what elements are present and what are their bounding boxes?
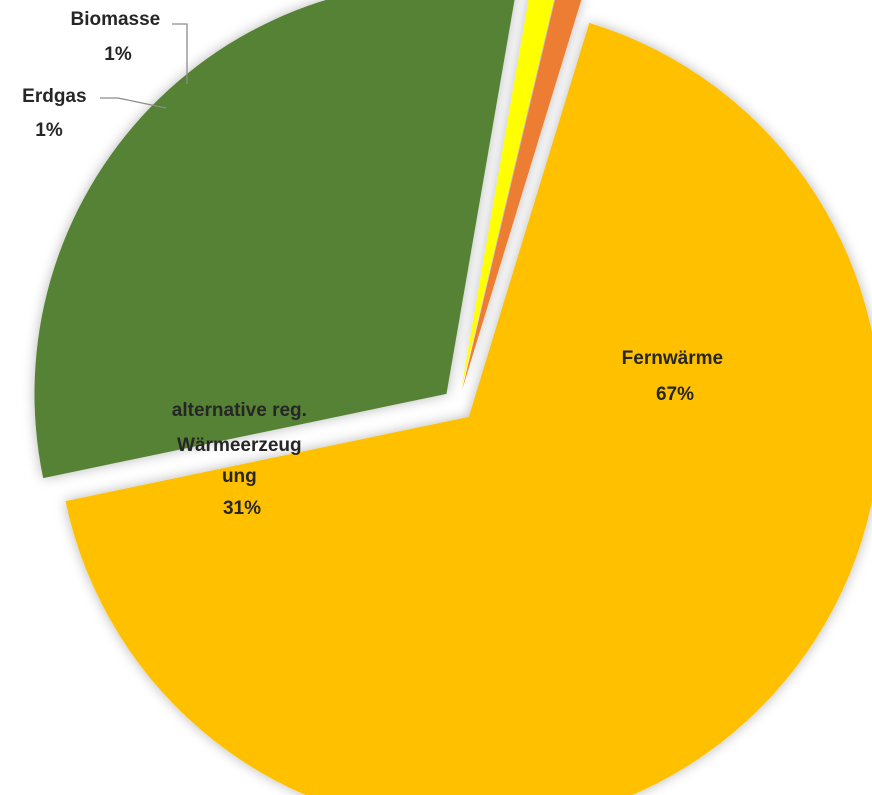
- slice-name-fernwaerme: Fernwärme: [622, 348, 723, 369]
- slice-name-alternative-line3: ung: [222, 466, 257, 487]
- slice-percent-biomasse: 1%: [104, 44, 132, 65]
- slice-name-erdgas: Erdgas: [22, 86, 86, 107]
- slice-label-fernwaerme: Fernwärme 67%: [622, 348, 729, 405]
- slice-fernwaerme: [65, 22, 872, 795]
- leader-line-erdgas: [100, 97, 167, 109]
- slice-label-alternative: alternative reg. Wärmeerzeug ung 31%: [172, 400, 312, 519]
- slice-name-alternative-line1: alternative reg.: [172, 400, 307, 421]
- slice-label-erdgas: Erdgas 1%: [22, 86, 92, 141]
- slice-biomasse: [462, 0, 582, 390]
- slice-label-biomasse: Biomasse 1%: [70, 9, 165, 65]
- slice-erdgas: [461, 0, 554, 390]
- slice-name-biomasse: Biomasse: [70, 9, 160, 30]
- slice-percent-erdgas: 1%: [35, 120, 63, 141]
- leader-line-biomasse: [172, 23, 188, 84]
- slice-name-alternative-line2: Wärmeerzeug: [177, 435, 302, 456]
- slice-percent-fernwaerme: 67%: [656, 384, 694, 405]
- slice-alternative: [34, 0, 515, 479]
- pie-slices: [34, 0, 872, 795]
- slice-percent-alternative: 31%: [223, 498, 261, 519]
